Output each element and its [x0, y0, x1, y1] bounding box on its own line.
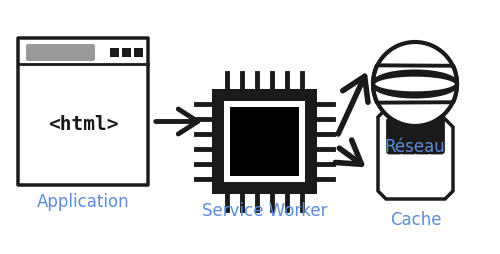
Text: <html>: <html> [48, 115, 118, 134]
Bar [212, 89, 317, 194]
Text: Cache: Cache [390, 211, 442, 229]
FancyBboxPatch shape [388, 119, 402, 153]
Text: Réseau: Réseau [384, 138, 446, 156]
FancyBboxPatch shape [26, 44, 95, 61]
Circle shape [373, 42, 457, 126]
Bar [134, 48, 143, 57]
Bar [122, 48, 131, 57]
FancyBboxPatch shape [416, 119, 430, 153]
Bar [230, 107, 299, 176]
Text: Service Worker: Service Worker [202, 202, 327, 220]
FancyBboxPatch shape [430, 119, 444, 153]
Text: Application: Application [36, 193, 130, 211]
Bar [224, 101, 305, 182]
PathPatch shape [378, 109, 453, 199]
FancyBboxPatch shape [18, 38, 148, 185]
FancyBboxPatch shape [402, 119, 415, 153]
Bar [110, 48, 119, 57]
